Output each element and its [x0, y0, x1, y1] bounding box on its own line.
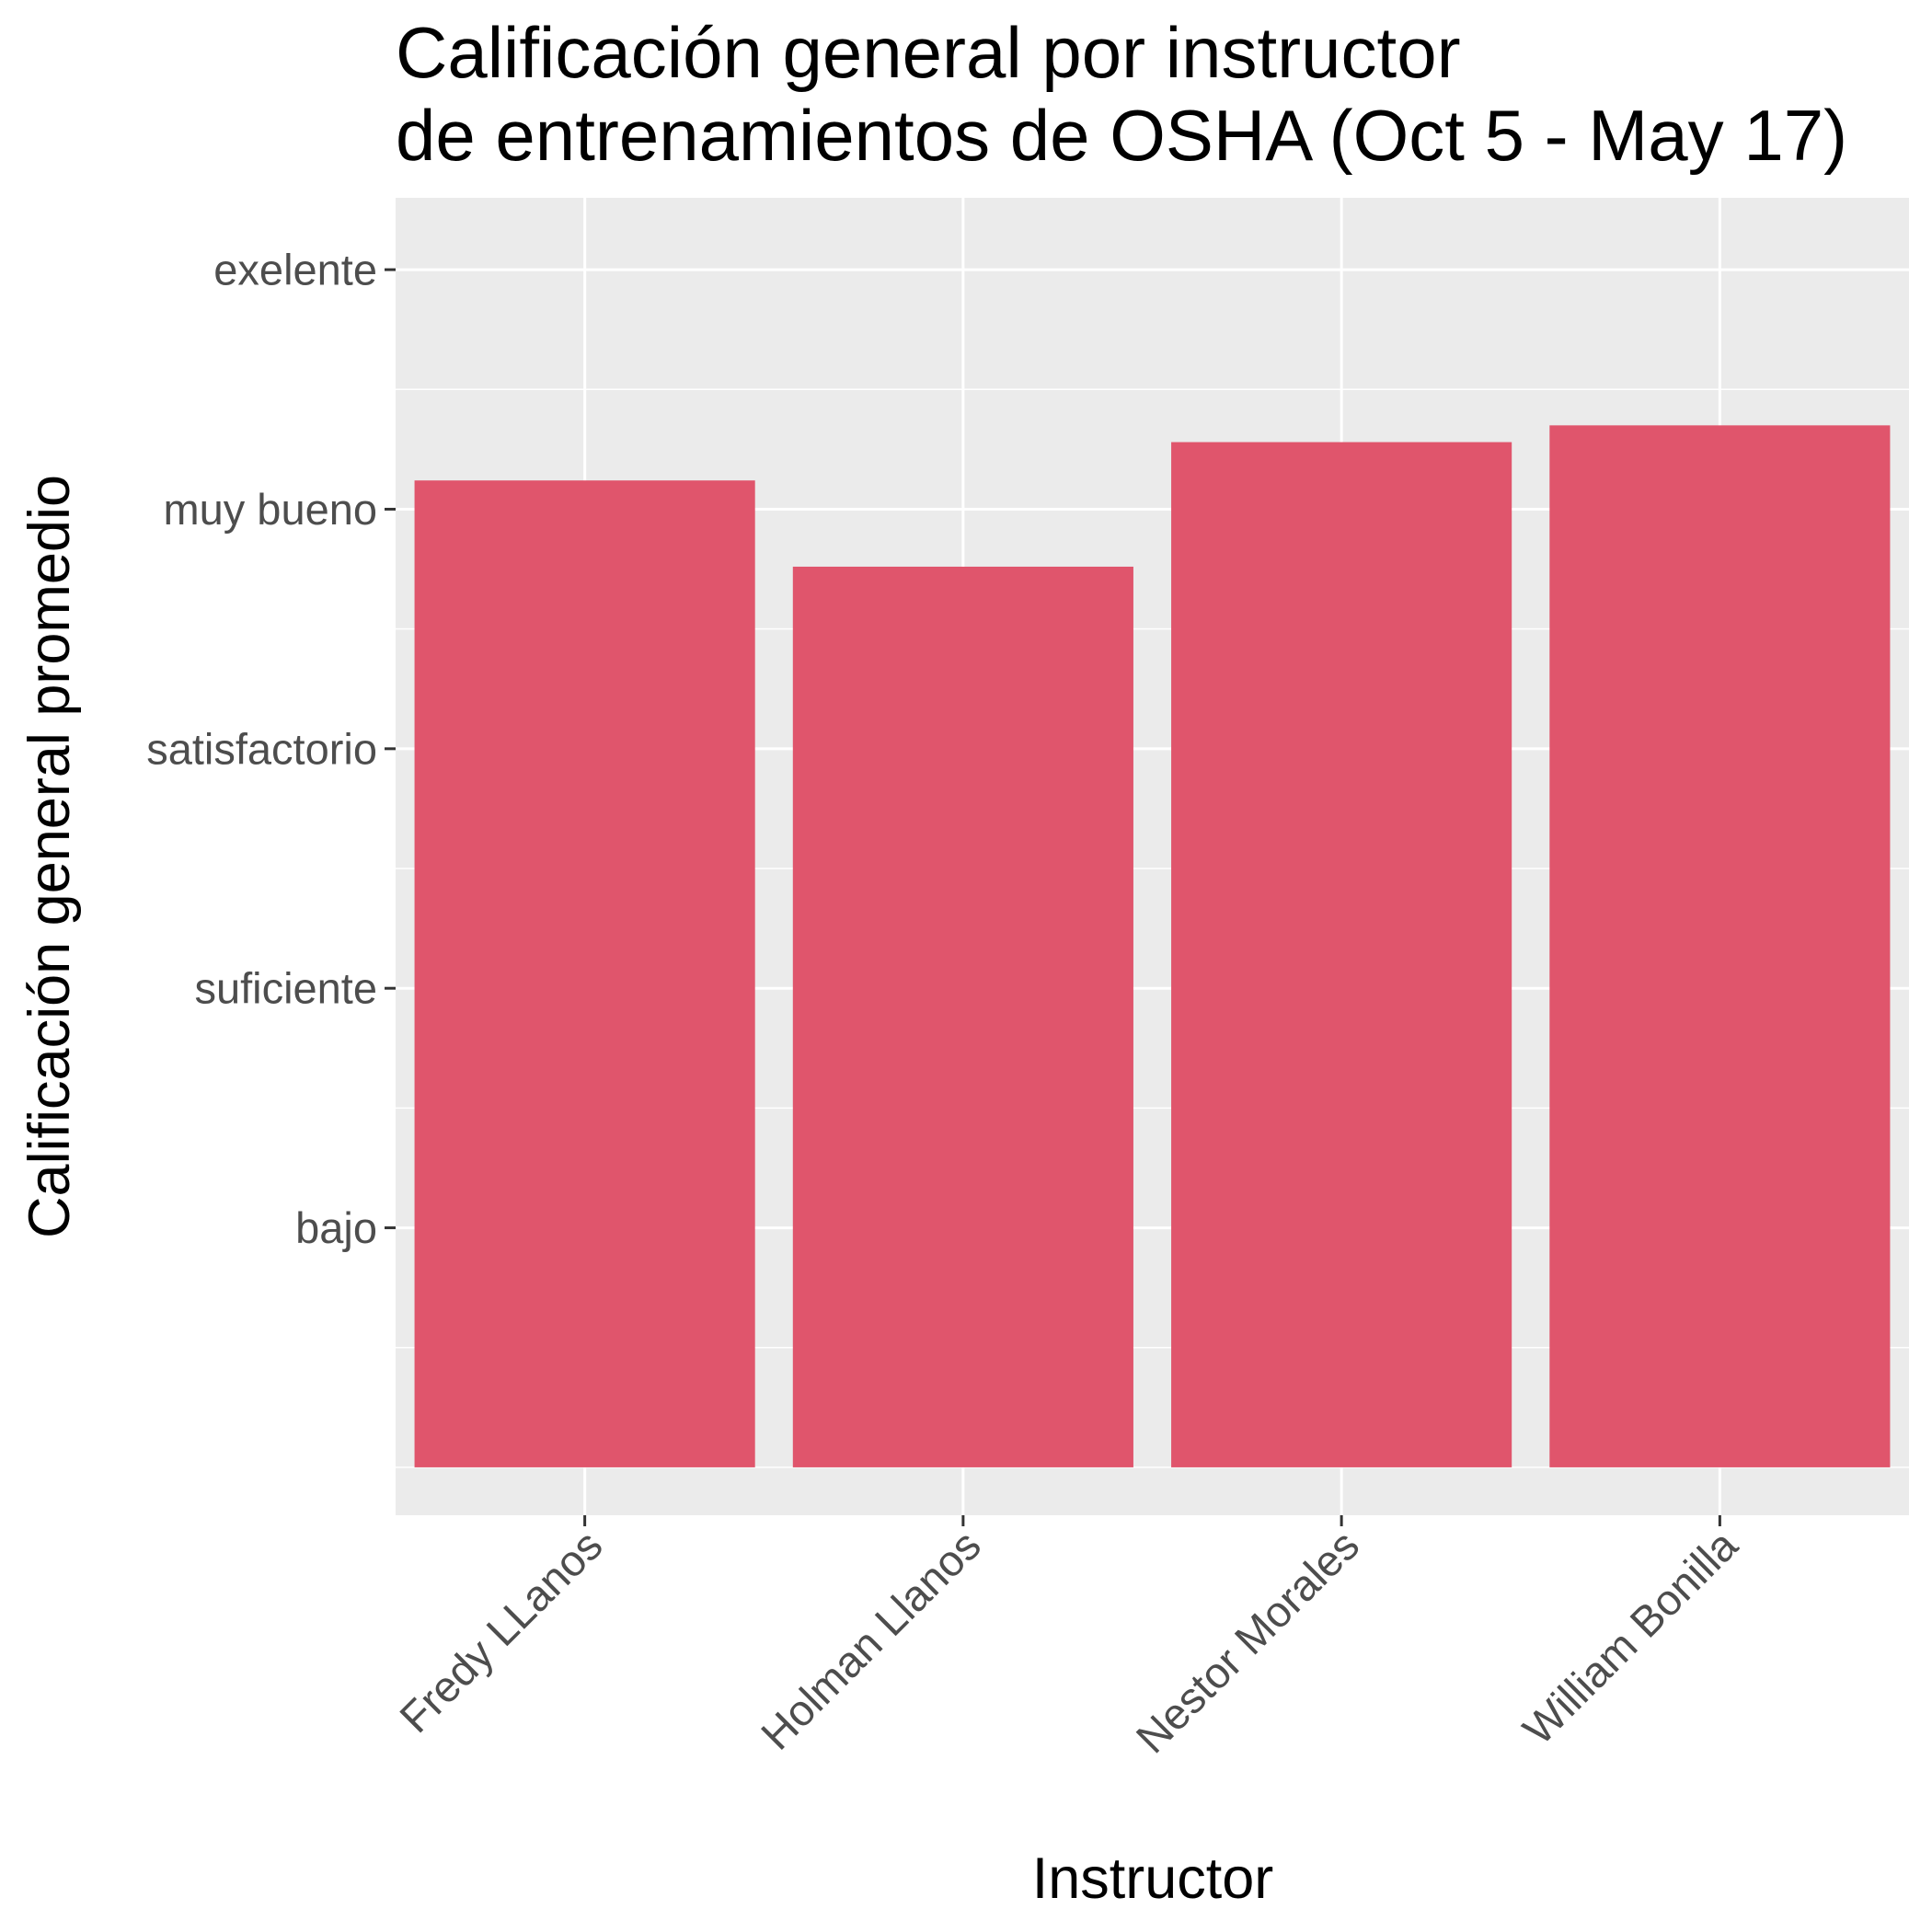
x-axis-title: Instructor — [1032, 1846, 1274, 1911]
y-tick-label: suficiente — [194, 964, 377, 1013]
y-tick-label: bajo — [295, 1203, 377, 1252]
x-tick-label: Nestor Morales — [1126, 1521, 1368, 1763]
y-tick-label: satisfactorio — [146, 724, 377, 773]
y-axis-title: Calificación general promedio — [17, 475, 82, 1238]
y-tick-label: muy bueno — [163, 485, 377, 534]
x-tick-label: Fredy LLanos — [390, 1521, 612, 1742]
x-tick-label: Holman Llanos — [752, 1521, 990, 1759]
x-tick-label: William Bonilla — [1513, 1520, 1747, 1754]
bars — [414, 425, 1891, 1467]
y-tick-label: exelente — [213, 246, 377, 294]
bar-fredy-llanos — [414, 480, 755, 1467]
chart-title-line-2: de entrenamientos de OSHA (Oct 5 - May 1… — [396, 95, 1847, 176]
bar-william-bonilla — [1549, 425, 1891, 1467]
bar-nestor-morales — [1171, 442, 1512, 1467]
x-axis: Fredy LLanos Holman Llanos Nestor Morales W… — [390, 1515, 1747, 1762]
chart-title-line-1: Calificación general por instructor — [396, 12, 1461, 93]
y-axis: bajo suficiente satisfactorio muy bueno exel… — [146, 246, 396, 1252]
bar-holman-llanos — [792, 566, 1133, 1467]
